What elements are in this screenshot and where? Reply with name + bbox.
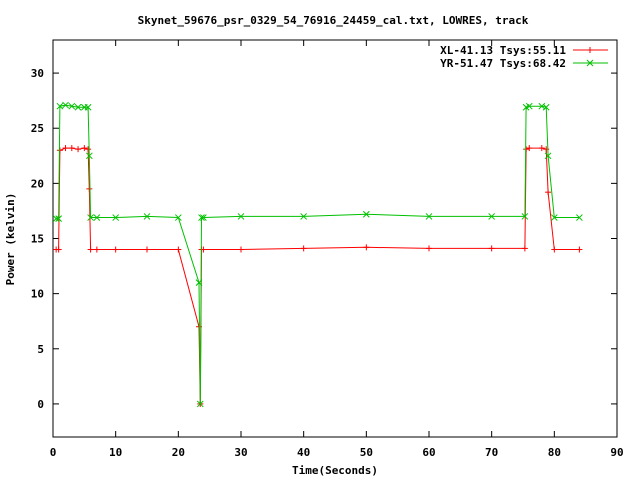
y-tick-label: 20: [31, 177, 44, 190]
data-point: [550, 214, 558, 221]
y-tick-label: 5: [37, 343, 44, 356]
data-point: [62, 145, 69, 152]
data-point: [112, 214, 120, 221]
y-tick-label: 15: [31, 233, 44, 246]
data-point: [544, 152, 552, 160]
legend-marker: [587, 47, 593, 53]
data-point: [62, 101, 69, 109]
data-point: [52, 215, 60, 223]
data-point: [174, 214, 182, 221]
data-point: [175, 246, 182, 253]
series-1: [53, 145, 583, 407]
data-point: [198, 214, 205, 221]
data-point: [55, 246, 62, 253]
data-point: [300, 213, 308, 220]
data-point: [526, 145, 533, 152]
x-tick-label: 40: [297, 446, 310, 459]
data-point: [112, 246, 119, 253]
data-point: [143, 213, 151, 220]
x-tick-label: 50: [360, 446, 373, 459]
data-point: [538, 145, 545, 152]
data-point: [576, 246, 583, 253]
data-point: [85, 146, 92, 153]
data-point: [74, 103, 82, 111]
x-tick-label: 10: [109, 446, 122, 459]
series-line: [56, 147, 580, 404]
data-point: [362, 210, 370, 218]
y-axis-label: Power (kelvin): [4, 193, 17, 286]
data-point: [551, 246, 558, 253]
x-tick-label: 0: [50, 446, 57, 459]
series-2: [52, 101, 583, 408]
y-tick-label: 10: [31, 288, 44, 301]
y-tick-label: 0: [37, 398, 44, 411]
legend-label: XL-41.13 Tsys:55.11: [440, 44, 566, 57]
data-point: [538, 102, 546, 110]
series-line: [56, 104, 580, 404]
data-point: [238, 246, 244, 253]
data-point: [426, 245, 432, 252]
legend-marker: [586, 59, 594, 67]
data-point: [521, 213, 529, 220]
x-tick-label: 60: [422, 446, 435, 459]
data-point: [542, 103, 550, 111]
y-tick-label: 25: [31, 122, 44, 135]
x-tick-label: 70: [485, 446, 498, 459]
data-point: [75, 146, 82, 153]
data-point: [525, 102, 533, 110]
legend-key: [573, 47, 608, 53]
data-point: [488, 213, 496, 220]
legend-label: YR-51.47 Tsys:68.42: [440, 57, 566, 70]
data-point: [93, 246, 100, 253]
x-tick-label: 30: [234, 446, 247, 459]
data-point: [86, 185, 93, 192]
data-point: [56, 102, 64, 110]
x-tick-label: 20: [172, 446, 185, 459]
series-layer: [52, 101, 583, 408]
data-point: [68, 145, 75, 152]
data-point: [576, 214, 583, 221]
y-tick-label: 30: [31, 67, 44, 80]
x-tick-label: 80: [548, 446, 561, 459]
data-point: [93, 214, 101, 221]
chart-title: Skynet_59676_psr_0329_54_76916_24459_cal…: [138, 14, 529, 27]
data-point: [55, 215, 62, 223]
x-tick-label: 90: [610, 446, 623, 459]
data-point: [85, 152, 93, 160]
legend-key: [573, 59, 608, 67]
data-point: [545, 189, 552, 196]
data-point: [68, 102, 76, 110]
data-point: [521, 245, 528, 252]
data-point: [363, 244, 370, 251]
data-point: [237, 213, 245, 220]
data-point: [196, 400, 204, 408]
data-point: [488, 245, 495, 252]
data-point: [81, 145, 88, 152]
data-point: [87, 214, 94, 221]
data-point: [144, 246, 150, 253]
axis-ticks: 0 10 20 30 40 50 60 70 80 90 0 5 10 15 20 25 30: [31, 40, 624, 459]
plot-frame: [52, 39, 618, 438]
x-axis-label: Time(Seconds): [292, 464, 378, 477]
data-point: [425, 213, 433, 220]
data-point: [200, 214, 207, 221]
data-point: [195, 279, 203, 286]
data-point: [87, 246, 94, 253]
data-point: [300, 245, 307, 252]
data-point: [84, 103, 92, 111]
